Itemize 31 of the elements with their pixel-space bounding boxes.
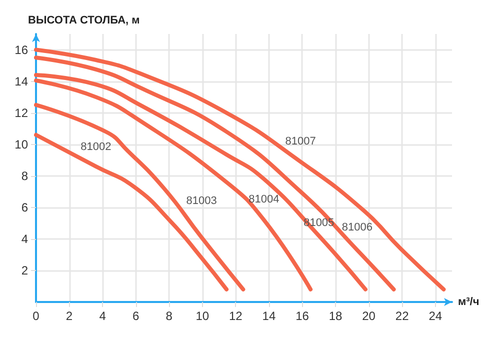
series-label: 81006 <box>342 222 372 234</box>
x-tick-label: 8 <box>166 309 173 323</box>
series-label: 81002 <box>80 141 112 154</box>
y-axis-title: ВЫСОТА СТОЛБА, м <box>28 14 140 26</box>
series-label: 81007 <box>285 136 316 148</box>
x-tick-label: 6 <box>132 309 140 323</box>
x-tick-label: 20 <box>362 309 376 323</box>
x-tick-label: 2 <box>66 309 73 323</box>
x-axis-title: м³/ч <box>458 296 480 308</box>
x-tick-label: 0 <box>32 309 40 323</box>
x-tick-label: 12 <box>229 309 243 323</box>
x-tick-label: 18 <box>328 309 343 323</box>
x-tick-label: 16 <box>296 309 310 323</box>
y-tick-label: 6 <box>21 200 28 214</box>
y-tick-label: 16 <box>14 42 28 57</box>
x-tick-label: 10 <box>196 309 210 323</box>
x-tick-label: 4 <box>99 309 106 323</box>
y-tick-label: 2 <box>21 263 28 278</box>
y-tick-label: 10 <box>14 137 28 152</box>
y-tick-label: 14 <box>14 74 28 88</box>
y-tick-label: 8 <box>21 168 28 183</box>
line-series <box>34 48 446 292</box>
line-series <box>34 102 246 292</box>
y-tick-label: 12 <box>14 106 28 120</box>
x-tick-label: 24 <box>428 309 442 323</box>
x-tick-label: 22 <box>395 309 410 323</box>
line-series <box>34 132 229 292</box>
x-tick-label: 14 <box>262 309 276 323</box>
y-tick-label: 4 <box>21 232 28 246</box>
series-label: 81003 <box>186 194 217 207</box>
series-label: 81004 <box>248 194 280 206</box>
